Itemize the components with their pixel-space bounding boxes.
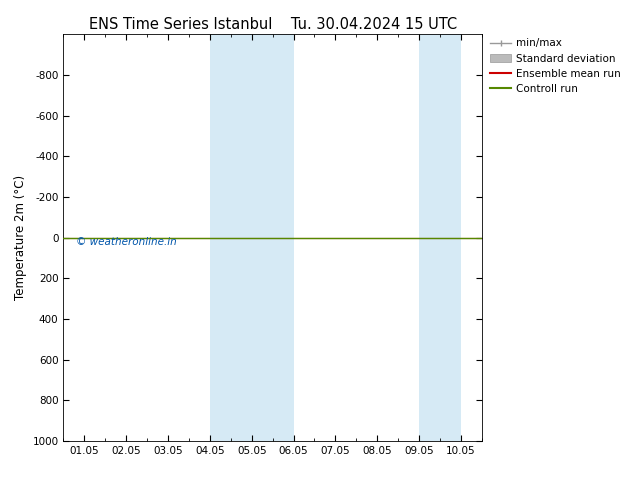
Text: © weatheronline.in: © weatheronline.in — [76, 237, 177, 247]
Text: ENS Time Series Istanbul    Tu. 30.04.2024 15 UTC: ENS Time Series Istanbul Tu. 30.04.2024 … — [89, 17, 456, 32]
Y-axis label: Temperature 2m (°C): Temperature 2m (°C) — [14, 175, 27, 300]
Bar — [210, 34, 294, 441]
Bar — [419, 34, 461, 441]
Legend: min/max, Standard deviation, Ensemble mean run, Controll run: min/max, Standard deviation, Ensemble me… — [486, 34, 625, 98]
